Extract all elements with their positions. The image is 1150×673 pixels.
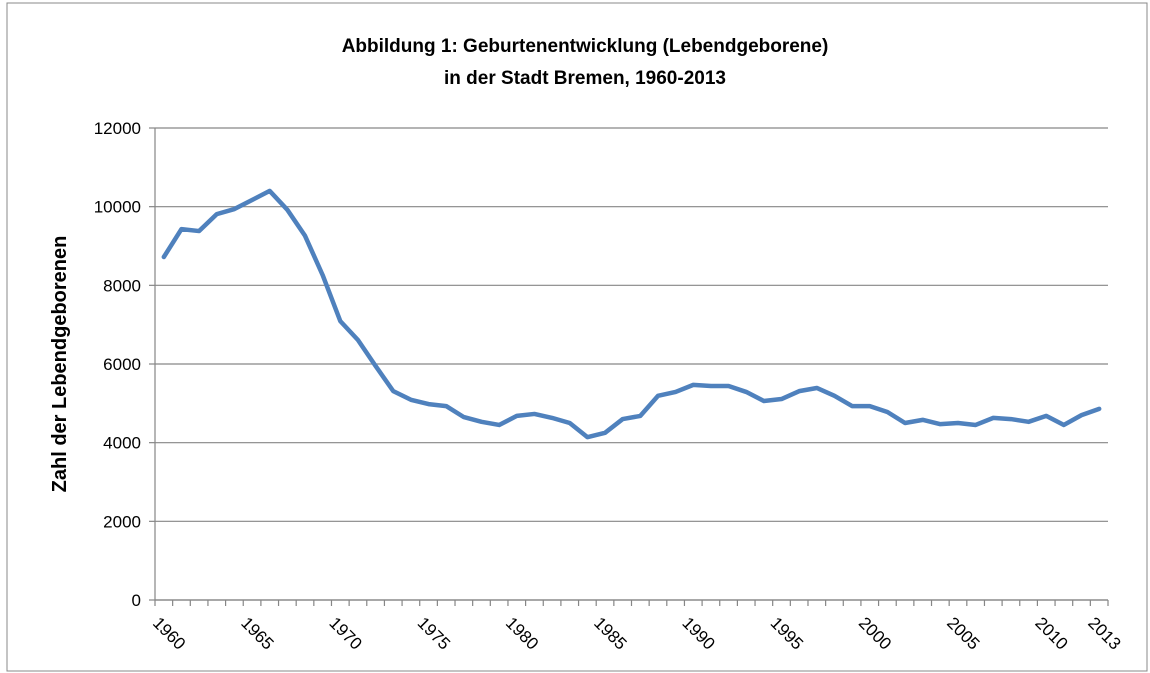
x-tick-label: 1965 — [237, 613, 277, 653]
x-tick-label: 2013 — [1084, 613, 1124, 653]
x-tick-label: 2000 — [855, 613, 895, 653]
x-tick-label: 1990 — [678, 613, 718, 653]
x-tick-label: 2010 — [1031, 613, 1071, 653]
chart-title: Abbildung 1: Geburtenentwicklung (Lebend… — [342, 36, 829, 57]
x-tick-label: 1985 — [590, 613, 630, 653]
x-tick-label: 1970 — [325, 613, 365, 653]
x-tick-label: 1995 — [767, 613, 807, 653]
y-tick-label: 2000 — [103, 512, 141, 531]
chart-border — [6, 2, 1148, 672]
chart-title: in der Stadt Bremen, 1960-2013 — [444, 68, 726, 89]
y-tick-label: 6000 — [103, 355, 141, 374]
y-tick-label: 4000 — [103, 434, 141, 453]
y-tick-label: 12000 — [94, 119, 141, 138]
x-tick-label: 1980 — [502, 613, 542, 653]
y-tick-label: 10000 — [94, 198, 141, 217]
y-tick-label: 8000 — [103, 276, 141, 295]
y-axis-label: Zahl der Lebendgeborenen — [49, 236, 71, 493]
data-line — [161, 188, 1102, 440]
x-tick-label: 1975 — [414, 613, 454, 653]
x-tick-label: 2005 — [943, 613, 983, 653]
y-tick-label: 0 — [132, 591, 141, 610]
x-tick-label: 1960 — [149, 613, 189, 653]
